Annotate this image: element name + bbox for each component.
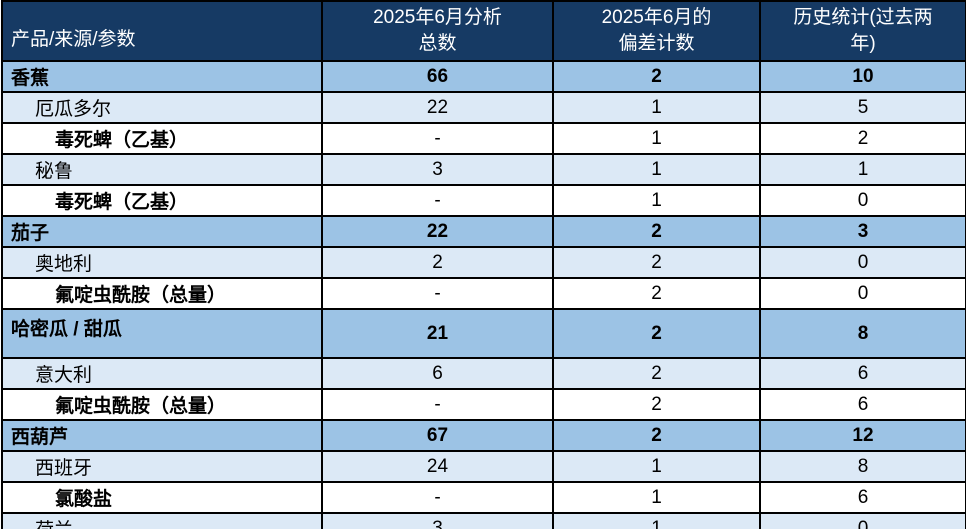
row-label: 毒死蜱（乙基）: [1, 122, 323, 155]
table-row: 毒死蜱（乙基） -1 0: [1, 184, 966, 217]
table-row: 西葫芦 67 2 12: [1, 419, 966, 452]
row-value: 2: [321, 246, 554, 279]
table-row: 毒死蜱（乙基） -1 2: [1, 122, 966, 155]
row-value: 1: [552, 481, 761, 514]
row-value: 8: [759, 450, 966, 483]
row-value: 5: [759, 91, 966, 124]
row-value: 1: [552, 184, 761, 217]
row-value: -: [321, 184, 554, 217]
table-row: 意大利 6 2 6: [1, 357, 966, 390]
table-row: 香蕉 66 2 10: [1, 60, 966, 93]
row-value: 0: [759, 184, 966, 217]
row-value: 6: [759, 388, 966, 421]
row-value: 2: [552, 419, 761, 452]
row-value: 24: [321, 450, 554, 483]
column-header-historical-stats: 历史统计(过去两 年): [759, 0, 966, 62]
row-label: 氟啶虫酰胺（总量）: [1, 277, 323, 310]
row-label: 秘鲁: [1, 153, 323, 186]
row-value: 22: [321, 215, 554, 248]
table-row: 氯酸盐 -1 6: [1, 481, 966, 514]
row-label: 毒死蜱（乙基）: [1, 184, 323, 217]
row-value: 6: [321, 357, 554, 390]
table-row: 哈密瓜 / 甜瓜 21 2 8: [1, 308, 966, 359]
row-value: 12: [759, 419, 966, 452]
row-label: 哈密瓜 / 甜瓜: [1, 308, 323, 359]
row-value: 6: [759, 481, 966, 514]
row-value: 2: [552, 215, 761, 248]
row-value: 1: [552, 153, 761, 186]
table-header: 产品/来源/参数 2025年6月分析 总数 2025年6月的 偏差计数 历史统计…: [1, 0, 966, 62]
row-label: 西葫芦: [1, 419, 323, 452]
row-value: 67: [321, 419, 554, 452]
row-label: 西班牙: [1, 450, 323, 483]
table-row: 厄瓜多尔 22 1 5: [1, 91, 966, 124]
row-label: 氯酸盐: [1, 481, 323, 514]
row-label: 茄子: [1, 215, 323, 248]
table-row: 茄子 22 2 3: [1, 215, 966, 248]
row-value: 2: [552, 388, 761, 421]
row-value: 1: [759, 153, 966, 186]
row-value: 2: [552, 277, 761, 310]
row-value: 1: [552, 512, 761, 529]
row-value: 22: [321, 91, 554, 124]
row-label: 荷兰: [1, 512, 323, 529]
column-header-deviation-count: 2025年6月的 偏差计数: [552, 0, 761, 62]
row-value: 1: [552, 91, 761, 124]
row-value: 0: [759, 246, 966, 279]
row-value: 2: [552, 60, 761, 93]
table-row: 氟啶虫酰胺（总量） -2 6: [1, 388, 966, 421]
row-value: -: [321, 481, 554, 514]
row-value: 8: [759, 308, 966, 359]
table-row: 秘鲁 3 1 1: [1, 153, 966, 186]
row-value: 6: [759, 357, 966, 390]
row-value: 3: [321, 512, 554, 529]
row-value: 1: [552, 122, 761, 155]
table-row: 荷兰310: [1, 512, 966, 529]
row-value: -: [321, 388, 554, 421]
header-row: 产品/来源/参数 2025年6月分析 总数 2025年6月的 偏差计数 历史统计…: [1, 0, 966, 62]
row-label: 厄瓜多尔: [1, 91, 323, 124]
row-value: 0: [759, 277, 966, 310]
row-label: 香蕉: [1, 60, 323, 93]
row-value: 66: [321, 60, 554, 93]
row-value: 2: [552, 246, 761, 279]
row-value: 2: [552, 308, 761, 359]
table-row: 奥地利 2 2 0: [1, 246, 966, 279]
row-value: 0: [759, 512, 966, 529]
row-value: 2: [552, 357, 761, 390]
table-row: 西班牙 24 1 8: [1, 450, 966, 483]
row-value: -: [321, 277, 554, 310]
table-row: 氟啶虫酰胺（总量） -2 0: [1, 277, 966, 310]
row-value: 10: [759, 60, 966, 93]
column-header-analyses-total: 2025年6月分析 总数: [321, 0, 554, 62]
row-value: 2: [759, 122, 966, 155]
row-value: 1: [552, 450, 761, 483]
row-value: 3: [759, 215, 966, 248]
column-header-product-source-param: 产品/来源/参数: [1, 0, 323, 62]
row-value: 21: [321, 308, 554, 359]
row-label: 意大利: [1, 357, 323, 390]
row-value: 3: [321, 153, 554, 186]
row-label: 氟啶虫酰胺（总量）: [1, 388, 323, 421]
row-label: 奥地利: [1, 246, 323, 279]
row-value: -: [321, 122, 554, 155]
table-body: 香蕉 66 2 10 厄瓜多尔 22 1 5 毒死蜱（乙基） -1 2 秘鲁 3 1 1 毒死蜱（乙基） -1 0…: [1, 60, 966, 529]
